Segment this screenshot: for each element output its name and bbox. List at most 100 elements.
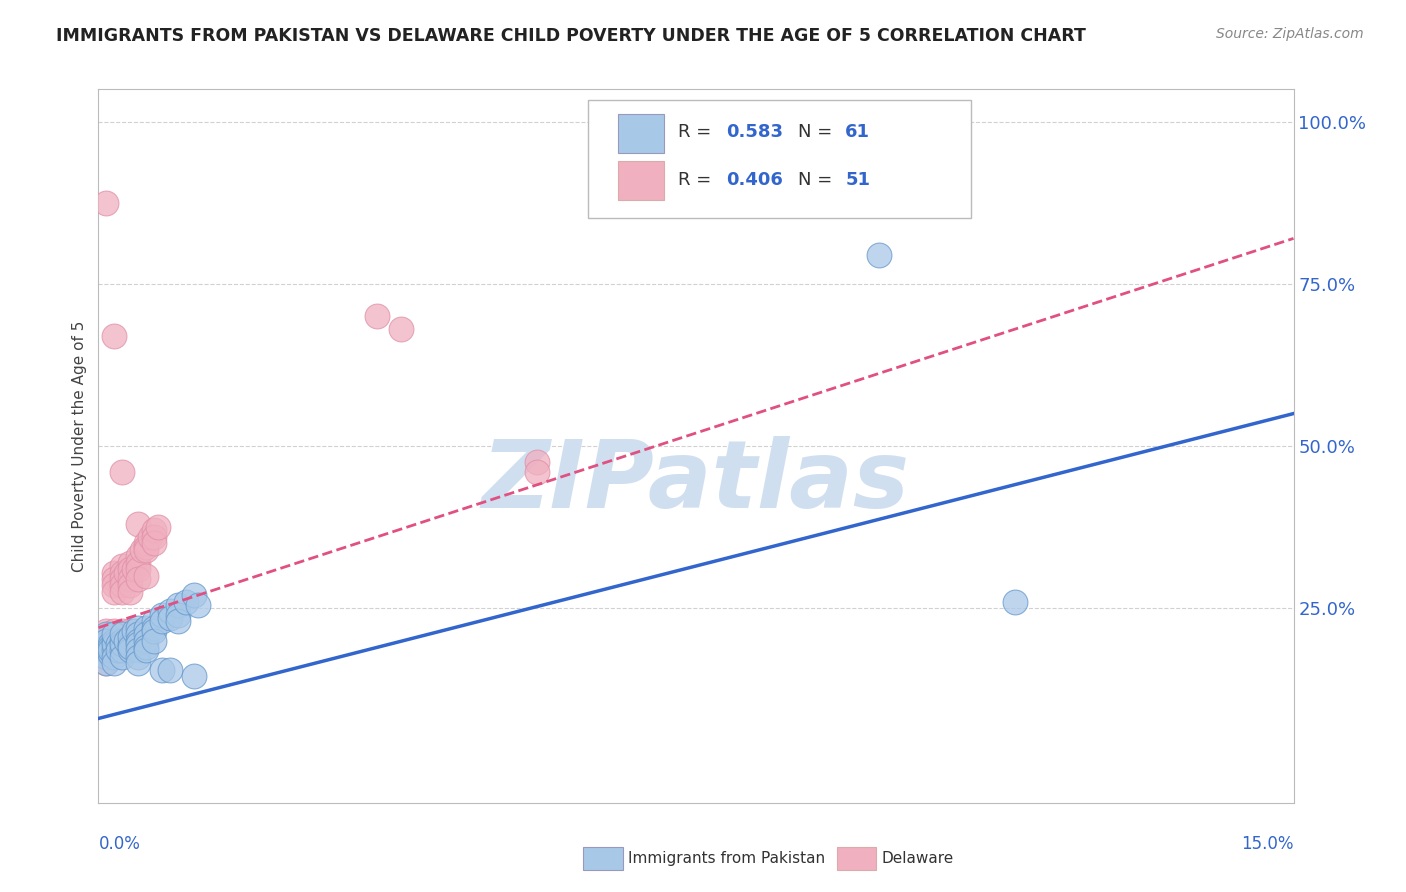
Point: [167, 607, 190, 622]
Point: [98, 640, 122, 654]
Point: [103, 637, 125, 651]
Point: [120, 624, 142, 638]
Point: [111, 643, 134, 657]
Point: [139, 530, 162, 544]
Point: [103, 637, 125, 651]
Point: [183, 669, 205, 683]
Point: [96, 627, 118, 641]
Point: [98, 627, 122, 641]
Point: [127, 562, 149, 576]
Point: [96, 657, 118, 671]
Point: [103, 578, 125, 592]
Point: [107, 643, 129, 657]
Point: [103, 328, 125, 343]
Point: [127, 627, 149, 641]
Text: R =: R =: [678, 171, 717, 189]
Point: [135, 536, 157, 550]
Point: [868, 247, 890, 261]
Point: [127, 649, 149, 664]
Point: [103, 633, 125, 648]
Point: [103, 643, 125, 657]
Point: [120, 562, 142, 576]
Point: [120, 578, 142, 592]
FancyBboxPatch shape: [589, 100, 972, 218]
Point: [96, 643, 118, 657]
Text: 0.0%: 0.0%: [98, 835, 141, 853]
FancyBboxPatch shape: [619, 114, 664, 153]
Point: [120, 572, 142, 586]
Point: [143, 614, 166, 628]
Point: [107, 637, 129, 651]
Point: [167, 598, 190, 612]
Text: N =: N =: [797, 123, 838, 141]
Y-axis label: Child Poverty Under the Age of 5: Child Poverty Under the Age of 5: [72, 320, 87, 572]
Point: [135, 568, 157, 582]
Point: [111, 637, 134, 651]
Point: [127, 549, 149, 564]
Point: [103, 572, 125, 586]
Point: [96, 649, 118, 664]
Point: [135, 627, 157, 641]
Point: [96, 649, 118, 664]
Text: 61: 61: [845, 123, 870, 141]
Point: [103, 657, 125, 671]
Point: [111, 627, 134, 641]
Point: [143, 621, 166, 635]
Point: [96, 195, 118, 210]
Point: [111, 649, 134, 664]
Point: [143, 530, 166, 544]
Point: [115, 633, 138, 648]
Point: [98, 647, 122, 661]
Text: 0.406: 0.406: [725, 171, 783, 189]
Point: [127, 637, 149, 651]
Point: [1004, 595, 1026, 609]
Text: Delaware: Delaware: [882, 852, 953, 866]
Point: [111, 572, 134, 586]
Point: [389, 322, 412, 336]
Point: [98, 643, 122, 657]
Point: [167, 614, 190, 628]
Point: [148, 520, 170, 534]
Point: [120, 585, 142, 599]
Point: [124, 624, 146, 638]
Point: [96, 637, 118, 651]
Point: [115, 566, 138, 580]
Text: N =: N =: [797, 171, 838, 189]
FancyBboxPatch shape: [619, 161, 664, 200]
Point: [96, 643, 118, 657]
Text: Immigrants from Pakistan: Immigrants from Pakistan: [628, 852, 825, 866]
Point: [127, 516, 149, 531]
Text: 51: 51: [845, 171, 870, 189]
Point: [120, 637, 142, 651]
Point: [159, 604, 181, 618]
Point: [174, 595, 197, 609]
Point: [526, 465, 548, 479]
Point: [96, 631, 118, 645]
Text: Source: ZipAtlas.com: Source: ZipAtlas.com: [1216, 27, 1364, 41]
Point: [103, 649, 125, 664]
Text: 0.583: 0.583: [725, 123, 783, 141]
Point: [150, 607, 173, 622]
Point: [96, 633, 118, 648]
Point: [183, 588, 205, 602]
Point: [366, 310, 388, 324]
Point: [143, 536, 166, 550]
Text: R =: R =: [678, 123, 717, 141]
Point: [127, 643, 149, 657]
Point: [127, 556, 149, 570]
Point: [143, 624, 166, 638]
Point: [111, 624, 134, 638]
Point: [103, 585, 125, 599]
Point: [135, 621, 157, 635]
Point: [187, 598, 209, 612]
Point: [120, 556, 142, 570]
Point: [131, 542, 153, 557]
Point: [127, 572, 149, 586]
Point: [159, 611, 181, 625]
Point: [127, 633, 149, 648]
Point: [111, 578, 134, 592]
Point: [96, 637, 118, 651]
Text: IMMIGRANTS FROM PAKISTAN VS DELAWARE CHILD POVERTY UNDER THE AGE OF 5 CORRELATIO: IMMIGRANTS FROM PAKISTAN VS DELAWARE CHI…: [56, 27, 1085, 45]
Point: [98, 637, 122, 651]
Point: [103, 627, 125, 641]
